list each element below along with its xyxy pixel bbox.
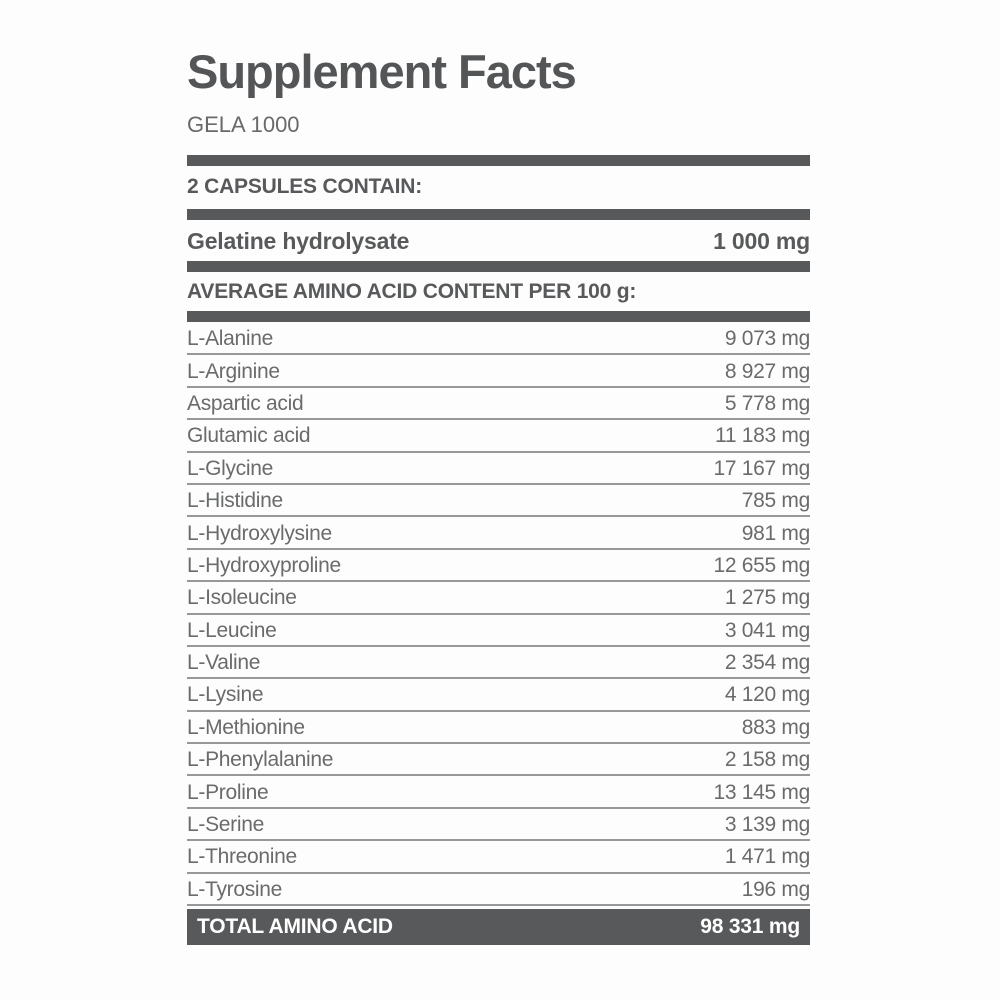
ingredient-amount: 1 000 mg bbox=[713, 228, 810, 254]
divider-bar bbox=[187, 261, 810, 272]
table-row: L-Glycine 17 167 mg bbox=[187, 453, 810, 485]
supplement-facts-panel: Supplement Facts GELA 1000 2 CAPSULES CO… bbox=[187, 45, 811, 946]
amino-acid-amount: 13 145 mg bbox=[713, 780, 810, 804]
amino-acid-amount: 1 275 mg bbox=[724, 586, 810, 610]
table-row: Glutamic acid 11 183 mg bbox=[187, 420, 810, 453]
table-row: L-Alanine 9 073 mg bbox=[187, 323, 810, 356]
amino-acid-amount: 9 073 mg bbox=[724, 327, 810, 351]
amino-acid-amount: 883 mg bbox=[741, 715, 811, 739]
amino-acid-amount: 2 354 mg bbox=[724, 651, 810, 675]
table-row: L-Hydroxyproline 12 655 mg bbox=[187, 550, 810, 583]
table-row: L-Threonine 1 471 mg bbox=[187, 841, 810, 874]
amino-acid-amount: 3 041 mg bbox=[724, 618, 810, 642]
amino-acid-name: Aspartic acid bbox=[187, 391, 304, 415]
table-row: L-Histidine 785 mg bbox=[187, 485, 811, 518]
amino-acid-name: L-Glycine bbox=[187, 456, 273, 480]
serving-heading: 2 CAPSULES CONTAIN: bbox=[187, 175, 422, 198]
amino-acid-name: L-Lysine bbox=[187, 683, 264, 707]
table-row: L-Proline 13 145 mg bbox=[187, 776, 810, 809]
divider-bar bbox=[187, 311, 810, 322]
total-amount: 98 331 mg bbox=[700, 915, 800, 939]
amino-acid-name: L-Tyrosine bbox=[187, 877, 283, 901]
table-row: L-Valine 2 354 mg bbox=[187, 647, 810, 680]
amino-acid-amount: 785 mg bbox=[741, 489, 811, 513]
amino-acid-amount: 3 139 mg bbox=[724, 813, 810, 837]
table-row: L-Tyrosine 196 mg bbox=[187, 874, 811, 907]
amino-acid-name: L-Proline bbox=[187, 780, 269, 804]
table-row: Aspartic acid 5 778 mg bbox=[187, 388, 810, 421]
table-row: L-Hydroxylysine 981 mg bbox=[187, 517, 811, 550]
amino-acid-heading: AVERAGE AMINO ACID CONTENT PER 100 g: bbox=[187, 280, 637, 303]
amino-acid-name: L-Valine bbox=[187, 651, 261, 675]
amino-acid-name: L-Methionine bbox=[187, 715, 305, 739]
amino-acid-name: L-Hydroxyproline bbox=[187, 553, 341, 577]
divider-bar bbox=[187, 155, 810, 166]
divider-bar bbox=[187, 209, 810, 220]
ingredient-name: Gelatine hydrolysate bbox=[187, 228, 410, 254]
amino-acid-name: L-Leucine bbox=[187, 618, 277, 642]
product-name: GELA 1000 bbox=[187, 112, 300, 137]
ingredient-row: Gelatine hydrolysate 1 000 mg bbox=[187, 228, 810, 254]
amino-acid-name: L-Arginine bbox=[187, 359, 280, 383]
table-row: L-Serine 3 139 mg bbox=[187, 809, 810, 842]
amino-acid-amount: 2 158 mg bbox=[724, 748, 810, 772]
table-row: L-Isoleucine 1 275 mg bbox=[187, 582, 810, 615]
amino-acid-amount: 12 655 mg bbox=[713, 553, 810, 577]
table-row: L-Methionine 883 mg bbox=[187, 712, 811, 745]
amino-acid-name: L-Threonine bbox=[187, 845, 297, 869]
amino-acid-name: L-Isoleucine bbox=[187, 586, 297, 610]
amino-acid-table: L-Alanine 9 073 mg L-Arginine 8 927 mg A… bbox=[187, 323, 811, 907]
amino-acid-amount: 196 mg bbox=[741, 877, 811, 901]
amino-acid-amount: 5 778 mg bbox=[724, 391, 810, 415]
table-row: L-Phenylalanine 2 158 mg bbox=[187, 744, 810, 777]
amino-acid-name: L-Alanine bbox=[187, 327, 274, 351]
amino-acid-amount: 8 927 mg bbox=[724, 359, 810, 383]
amino-acid-name: L-Serine bbox=[187, 813, 264, 837]
table-row: L-Lysine 4 120 mg bbox=[187, 679, 810, 712]
amino-acid-amount: 4 120 mg bbox=[724, 683, 810, 707]
amino-acid-amount: 17 167 mg bbox=[713, 456, 810, 480]
total-row: TOTAL AMINO ACID 98 331 mg bbox=[187, 909, 810, 946]
table-row: L-Arginine 8 927 mg bbox=[187, 355, 810, 388]
amino-acid-amount: 1 471 mg bbox=[724, 845, 810, 869]
amino-acid-name: Glutamic acid bbox=[187, 424, 311, 448]
amino-acid-name: L-Phenylalanine bbox=[187, 748, 334, 772]
amino-acid-name: L-Hydroxylysine bbox=[187, 521, 332, 545]
amino-acid-amount: 11 183 mg bbox=[715, 424, 810, 448]
page-title: Supplement Facts bbox=[187, 45, 577, 98]
amino-acid-amount: 981 mg bbox=[741, 521, 811, 545]
table-row: L-Leucine 3 041 mg bbox=[187, 615, 810, 647]
amino-acid-name: L-Histidine bbox=[187, 489, 283, 513]
total-label: TOTAL AMINO ACID bbox=[197, 915, 393, 939]
